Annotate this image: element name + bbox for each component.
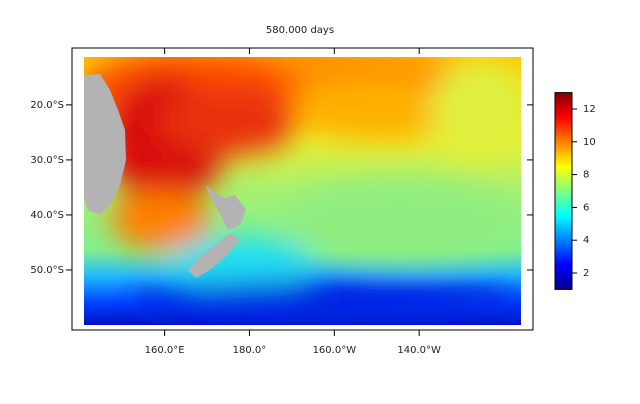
x-tick-label: 160.0°W <box>313 345 357 356</box>
chart-title: 580.000 days <box>266 25 334 36</box>
colorbar-tick-label: 12 <box>583 104 596 115</box>
x-tick-label: 160.0°E <box>145 345 185 356</box>
frame <box>71 47 534 331</box>
colorbar-tick-label: 2 <box>583 268 589 279</box>
colorbar-tick-label: 6 <box>583 202 589 213</box>
x-tick-label: 140.0°W <box>397 345 441 356</box>
field <box>84 57 521 325</box>
y-tick-label: 30.0°S <box>30 155 64 166</box>
y-tick-label: 50.0°S <box>30 265 64 276</box>
x-tick-label: 180.0° <box>233 345 267 356</box>
y-tick-label: 20.0°S <box>30 100 64 111</box>
y-tick-label: 40.0°S <box>30 210 64 221</box>
colorbar-tick-label: 4 <box>583 235 589 246</box>
colorbar <box>554 92 573 290</box>
colorbar-tick-label: 8 <box>583 170 589 181</box>
colorbar-tick-label: 10 <box>583 137 596 148</box>
